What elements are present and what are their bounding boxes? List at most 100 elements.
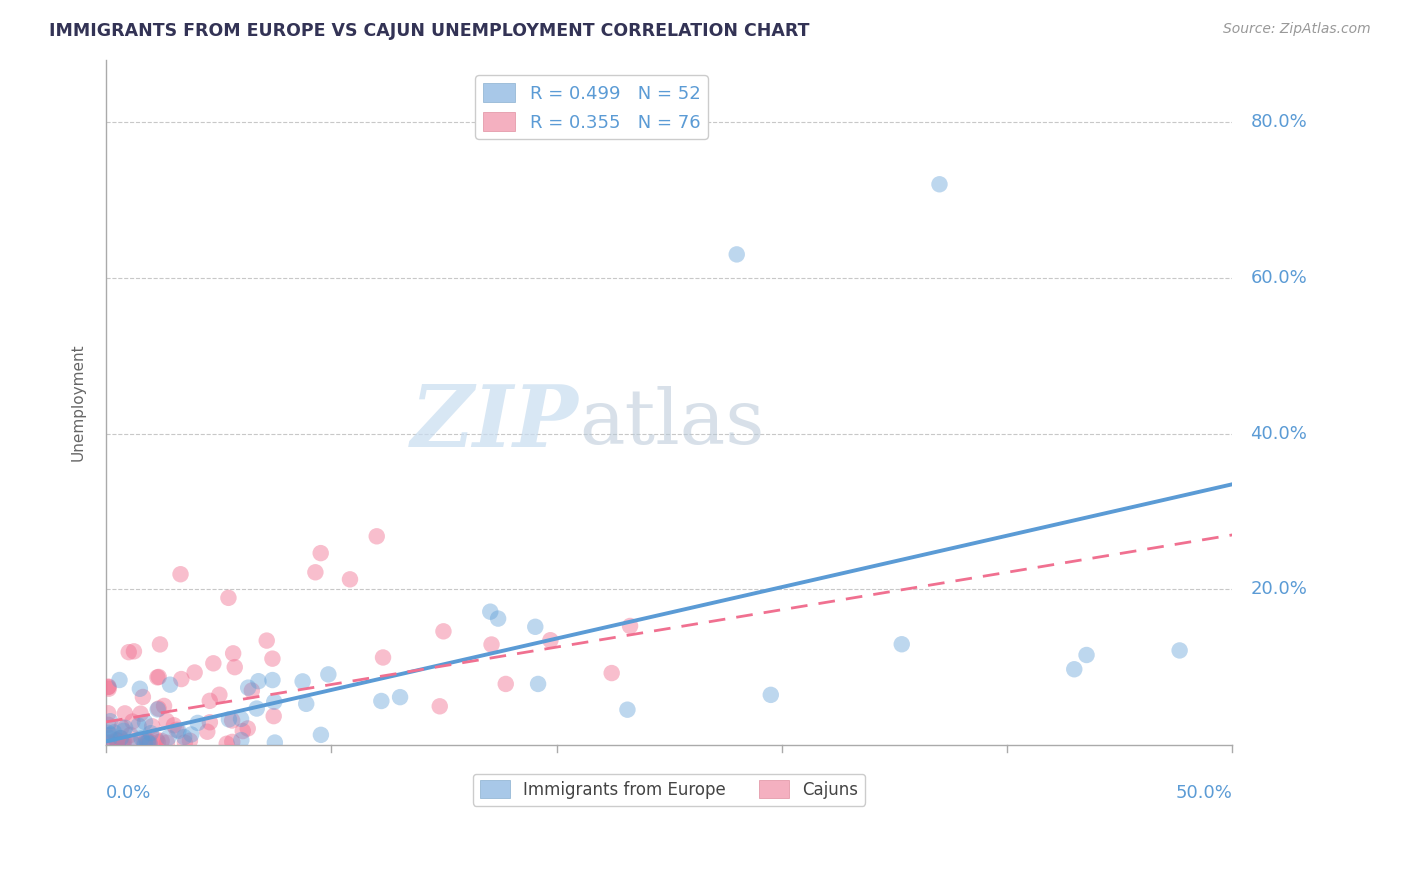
Point	[103, 725, 125, 739]
Point	[389, 690, 412, 705]
Point	[155, 714, 177, 728]
Text: 20.0%: 20.0%	[1250, 581, 1308, 599]
Point	[538, 633, 561, 648]
Point	[132, 690, 155, 704]
Point	[224, 660, 246, 674]
Point	[107, 736, 129, 750]
Point	[262, 673, 284, 687]
Point	[97, 680, 120, 694]
Point	[183, 665, 205, 680]
Point	[429, 699, 451, 714]
Point	[527, 677, 550, 691]
Point	[134, 736, 156, 750]
Point	[138, 737, 160, 751]
Text: 40.0%: 40.0%	[1250, 425, 1308, 442]
Point	[97, 706, 120, 721]
Point	[120, 728, 142, 742]
Point	[122, 644, 145, 658]
Point	[114, 721, 136, 735]
Point	[127, 719, 149, 733]
Point	[231, 733, 253, 747]
Point	[136, 734, 159, 748]
Point	[1063, 662, 1085, 676]
Point	[217, 591, 239, 605]
Point	[131, 731, 153, 746]
Point	[263, 695, 285, 709]
Point	[98, 735, 121, 749]
Point	[134, 715, 156, 730]
Point	[179, 733, 201, 747]
Point	[371, 650, 394, 665]
Point	[221, 735, 243, 749]
Point	[215, 737, 238, 751]
Point	[112, 737, 135, 751]
Point	[222, 646, 245, 660]
Point	[118, 645, 141, 659]
Point	[304, 566, 326, 580]
Point	[619, 619, 641, 633]
Text: atlas: atlas	[579, 386, 765, 460]
Point	[112, 723, 135, 738]
Point	[221, 714, 243, 728]
Point	[890, 637, 912, 651]
Point	[195, 724, 218, 739]
Point	[166, 723, 188, 737]
Point	[145, 732, 167, 747]
Point	[1168, 643, 1191, 657]
Point	[759, 688, 782, 702]
Point	[725, 247, 748, 261]
Point	[1076, 648, 1098, 662]
Point	[247, 674, 270, 689]
Point	[97, 680, 120, 694]
Point	[169, 567, 191, 582]
Point	[121, 714, 143, 729]
Point	[309, 546, 332, 560]
Point	[173, 736, 195, 750]
Point	[479, 605, 502, 619]
Text: 0.0%: 0.0%	[105, 784, 152, 802]
Point	[148, 670, 170, 684]
Point	[486, 611, 509, 625]
Point	[108, 673, 131, 687]
Point	[928, 178, 950, 192]
Point	[139, 726, 162, 740]
Point	[146, 735, 169, 749]
Point	[146, 670, 169, 684]
Point	[262, 651, 284, 665]
Point	[104, 732, 127, 747]
Point	[202, 657, 225, 671]
Point	[129, 706, 152, 721]
Text: 80.0%: 80.0%	[1250, 113, 1308, 131]
Text: Source: ZipAtlas.com: Source: ZipAtlas.com	[1223, 22, 1371, 37]
Point	[263, 709, 285, 723]
Point	[97, 718, 120, 732]
Point	[111, 737, 134, 751]
Point	[128, 681, 150, 696]
Point	[198, 694, 221, 708]
Point	[246, 701, 269, 715]
Point	[263, 735, 285, 749]
Point	[198, 715, 221, 730]
Point	[309, 728, 332, 742]
Point	[146, 702, 169, 716]
Point	[157, 731, 180, 745]
Text: Unemployment: Unemployment	[70, 343, 86, 461]
Point	[600, 666, 623, 681]
Point	[432, 624, 454, 639]
Point	[107, 734, 129, 748]
Point	[97, 726, 120, 740]
Point	[229, 712, 252, 726]
Point	[167, 723, 190, 738]
Point	[495, 677, 517, 691]
Point	[97, 681, 120, 696]
Text: IMMIGRANTS FROM EUROPE VS CAJUN UNEMPLOYMENT CORRELATION CHART: IMMIGRANTS FROM EUROPE VS CAJUN UNEMPLOY…	[49, 22, 810, 40]
Point	[366, 529, 388, 543]
Point	[110, 731, 132, 745]
Point	[148, 701, 170, 715]
Point	[138, 734, 160, 748]
Text: 60.0%: 60.0%	[1250, 268, 1308, 286]
Point	[339, 572, 361, 586]
Point	[240, 683, 263, 698]
Point	[238, 681, 260, 695]
Point	[98, 714, 121, 729]
